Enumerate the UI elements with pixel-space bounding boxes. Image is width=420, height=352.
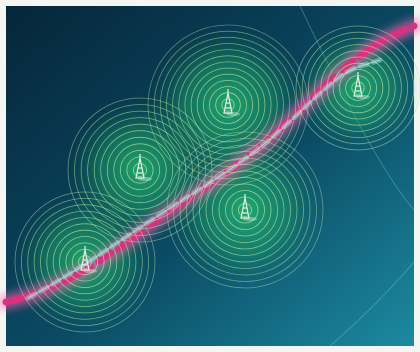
cell-mid-left-ring [120, 149, 161, 190]
cell-lower-left-ring [46, 223, 124, 301]
cell-tower-icon [223, 89, 240, 116]
cell-mid-left-ring [100, 130, 180, 210]
cell-lower-left-ring [78, 255, 92, 269]
cell-tower-icon [240, 194, 257, 221]
cell-top-right-ring [320, 50, 396, 126]
cell-lower-left-ring [21, 197, 149, 326]
cell-top-center-ring [209, 86, 247, 124]
cell-lower-left-ring [27, 204, 143, 320]
cell-top-right-ring [338, 69, 377, 108]
cell-lower-left-ring [40, 217, 130, 307]
cell-lower-center-ring [179, 144, 311, 276]
cell-top-right-ring [301, 31, 415, 145]
cell-top-right-ring [295, 25, 420, 151]
cell-lower-center-ring [238, 203, 252, 217]
cell-tower-icon [135, 154, 152, 181]
cell-lower-left-ring [52, 229, 118, 295]
cell-lower-center-ring [212, 177, 278, 243]
cell-mid-left-ring [74, 104, 206, 236]
cell-lower-center-ring [199, 164, 291, 256]
cell-top-right-ring [314, 44, 402, 132]
cell-top-center-ring [153, 30, 303, 180]
cell-lower-center-ring [166, 131, 324, 289]
cell-lower-center-ring [186, 151, 304, 269]
cell-lower-center-glow [167, 132, 323, 288]
cell-mid-left-ring [87, 117, 193, 223]
cell-lower-center-ring [225, 190, 265, 230]
cell-top-center-ring [184, 61, 272, 149]
cell-top-center-ring [166, 43, 290, 167]
cell-lower-left-ring [33, 210, 137, 314]
cell-top-right-ring [332, 62, 384, 114]
cell-top-right-ring [351, 81, 365, 95]
cell-towers [80, 72, 370, 273]
cell-top-center-ring [190, 67, 266, 143]
cell-lower-left-rings [14, 191, 156, 333]
cell-mid-left-ring [106, 136, 174, 204]
coverage-rings [14, 24, 420, 333]
cell-top-right-ring [307, 38, 408, 138]
cell-lower-center-ring [218, 183, 272, 237]
cell-top-center-ring [202, 80, 253, 131]
cell-lower-left-ring [65, 242, 105, 282]
cell-tower-icon [80, 246, 97, 273]
cell-lower-center-ring [205, 170, 285, 250]
cell-top-center-ring [172, 49, 284, 161]
cell-top-right-ring [326, 56, 390, 120]
cell-tower-icon [353, 72, 370, 99]
cell-lower-center-ring [192, 157, 298, 263]
cell-top-right-glow [296, 26, 420, 150]
cell-top-center-ring [159, 36, 297, 174]
cell-lower-center-ring [173, 138, 317, 282]
cell-top-center-ring [147, 24, 309, 186]
cell-mid-left-rings [67, 97, 213, 243]
cell-top-center-ring [221, 98, 235, 112]
cell-mid-left-ring [133, 163, 147, 177]
cell-mid-left-ring [80, 110, 200, 230]
cell-mid-left-ring [113, 143, 167, 197]
cell-top-right-rings [295, 25, 420, 151]
cell-lower-left-ring [59, 236, 111, 288]
cell-lower-center-rings [166, 131, 324, 289]
cell-top-center-ring [196, 73, 260, 137]
